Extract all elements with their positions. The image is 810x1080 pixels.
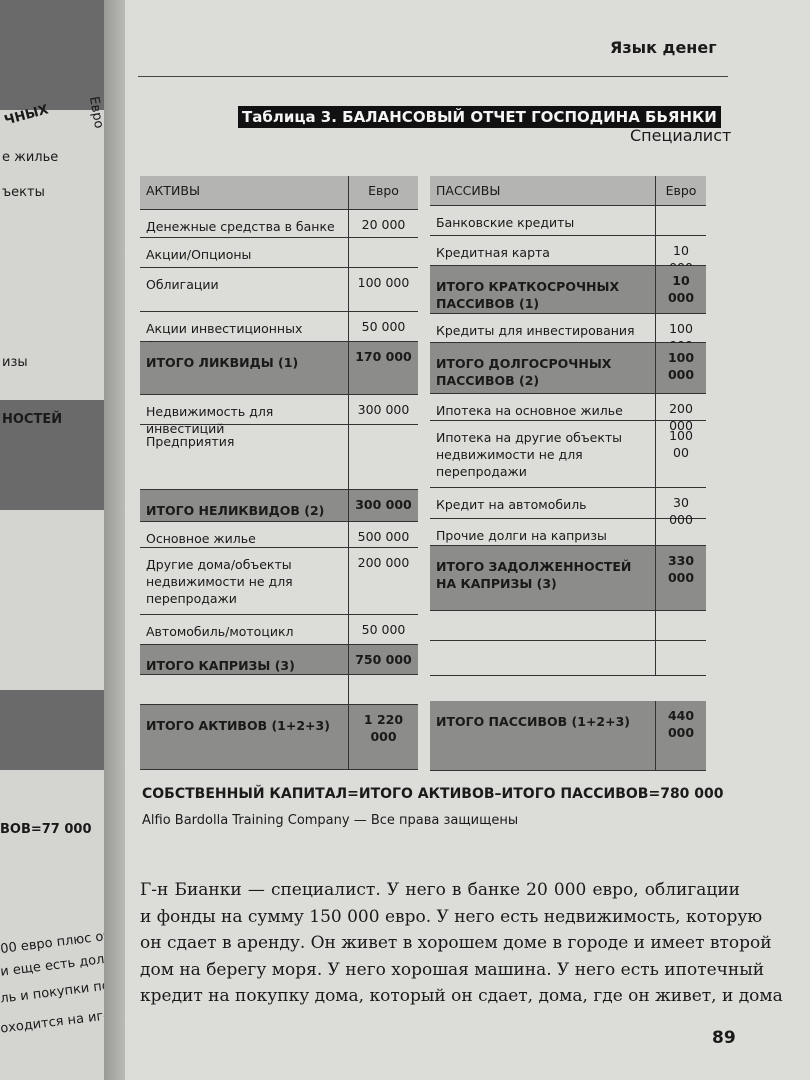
column-header: ПАССИВЫ bbox=[430, 176, 655, 206]
row-value: 500 000 bbox=[348, 522, 418, 548]
row-value bbox=[348, 238, 418, 268]
row-value bbox=[348, 425, 418, 490]
paragraph-line: и фонды на сумму 150 000 евро. У него ес… bbox=[140, 906, 763, 927]
table-title: Таблица 3. БАЛАНСОВЫЙ ОТЧЕТ ГОСПОДИНА БЬ… bbox=[238, 106, 721, 128]
row-value: 10 000 bbox=[655, 266, 706, 314]
row-value: 750 000 bbox=[348, 645, 418, 675]
row-value bbox=[655, 519, 706, 546]
gray-band bbox=[0, 400, 105, 510]
left-page-fragment: изы bbox=[2, 355, 28, 370]
column-header: Евро bbox=[655, 176, 706, 206]
equity-line: СОБСТВЕННЫЙ КАПИТАЛ=ИТОГО АКТИВОВ–ИТОГО … bbox=[142, 786, 724, 802]
row-value: 50 000 bbox=[348, 615, 418, 645]
row-label: Акции/Опционы bbox=[140, 238, 348, 268]
row-label bbox=[140, 675, 348, 705]
row-value: 30 000 bbox=[655, 488, 706, 527]
left-page-fragment: ВОВ=77 000 bbox=[0, 822, 92, 837]
row-label: ИТОГО КРАТКОСРОЧНЫХ ПАССИВОВ (1) bbox=[430, 266, 655, 314]
left-page-fragment: и еще есть долг bbox=[0, 951, 112, 980]
row-value bbox=[655, 641, 706, 676]
gray-band bbox=[0, 0, 105, 110]
row-label: Другие дома/объекты недвижимости не для … bbox=[140, 548, 348, 615]
row-label: Недвижимость для инвестиций bbox=[140, 395, 348, 436]
row-label bbox=[430, 611, 655, 641]
row-label bbox=[430, 641, 655, 676]
row-label: ИТОГО ЛИКВИДЫ (1) bbox=[140, 342, 348, 395]
row-label: ИТОГО АКТИВОВ (1+2+3) bbox=[140, 705, 348, 770]
row-label: ИТОГО КАПРИЗЫ (3) bbox=[140, 645, 348, 675]
row-label: Предприятия bbox=[140, 425, 348, 490]
left-page-fragment: НОСТЕЙ bbox=[2, 412, 63, 427]
left-page-fragment: ль и покупки по bbox=[0, 978, 111, 1007]
row-value: 1 220 000 bbox=[348, 705, 418, 770]
row-value: 20 000 bbox=[348, 210, 418, 238]
row-value: 300 000 bbox=[348, 395, 418, 425]
paragraph-line: Г-н Бианки — специалист. У него в банке … bbox=[140, 880, 740, 900]
row-value: 50 000 bbox=[348, 312, 418, 342]
left-page-fragment: оходится на иг- bbox=[0, 1008, 109, 1037]
row-value: 100 00 bbox=[655, 421, 706, 488]
row-value: 170 000 bbox=[348, 342, 418, 395]
row-value: 200 000 bbox=[348, 548, 418, 615]
running-header: Язык денег bbox=[610, 38, 717, 57]
copyright: Alfio Bardolla Training Company — Все пр… bbox=[142, 813, 519, 828]
row-label: ИТОГО ПАССИВОВ (1+2+3) bbox=[430, 701, 655, 771]
paragraph-line: он сдает в аренду. Он живет в хорошем до… bbox=[140, 933, 772, 953]
row-value bbox=[348, 675, 418, 705]
row-value bbox=[655, 611, 706, 641]
gray-band bbox=[0, 690, 105, 770]
row-label: Ипотека на основное жилье bbox=[430, 394, 655, 421]
row-label: Ипотека на другие объекты недвижимости н… bbox=[430, 421, 655, 488]
column-header: АКТИВЫ bbox=[140, 176, 348, 210]
row-value: 100 000 bbox=[655, 314, 706, 353]
row-label: Прочие долги на капризы bbox=[430, 519, 655, 546]
row-label: ИТОГО ЗАДОЛЖЕННОСТЕЙ НА КАПРИЗЫ (3) bbox=[430, 546, 655, 611]
paragraph-line: дом на берегу моря. У него хорошая машин… bbox=[140, 959, 765, 980]
left-page: ЧНЫХ Евро е жилье ъекты изы НОСТЕЙ ВОВ=77 000 0… bbox=[0, 0, 112, 1080]
row-value: 200 000 bbox=[655, 394, 706, 433]
row-value: 10 000 bbox=[655, 236, 706, 275]
row-label: Денежные средства в банке bbox=[140, 210, 348, 238]
row-label: Автомобиль/мотоцикл bbox=[140, 615, 348, 645]
row-value: 100 000 bbox=[655, 343, 706, 394]
header-rule bbox=[138, 76, 728, 77]
row-label: Кредитная карта bbox=[430, 236, 655, 266]
row-label: Кредит на автомобиль bbox=[430, 488, 655, 519]
row-label: ИТОГО НЕЛИКВИДОВ (2) bbox=[140, 490, 348, 522]
subtitle: Специалист bbox=[630, 126, 732, 145]
row-label: Акции инвестиционных фондов bbox=[140, 312, 348, 353]
column-header: Евро bbox=[348, 176, 418, 210]
row-value: 440 000 bbox=[655, 701, 706, 771]
row-value: 330 000 bbox=[655, 546, 706, 611]
row-value bbox=[655, 206, 706, 236]
row-label: Кредиты для инвестирования bbox=[430, 314, 655, 343]
left-page-fragment: е жилье bbox=[2, 150, 59, 165]
page-number: 89 bbox=[712, 1028, 736, 1048]
row-value: 100 000 bbox=[348, 268, 418, 312]
paragraph-line: кредит на покупку дома, который он сдает… bbox=[140, 986, 783, 1006]
left-page-fragment: ъекты bbox=[2, 185, 45, 200]
row-label: Облигации bbox=[140, 268, 348, 312]
row-label: ИТОГО ДОЛГОСРОЧНЫХ ПАССИВОВ (2) bbox=[430, 343, 655, 394]
row-label: Основное жилье bbox=[140, 522, 348, 548]
row-label: Банковские кредиты bbox=[430, 206, 655, 236]
row-value: 300 000 bbox=[348, 490, 418, 522]
